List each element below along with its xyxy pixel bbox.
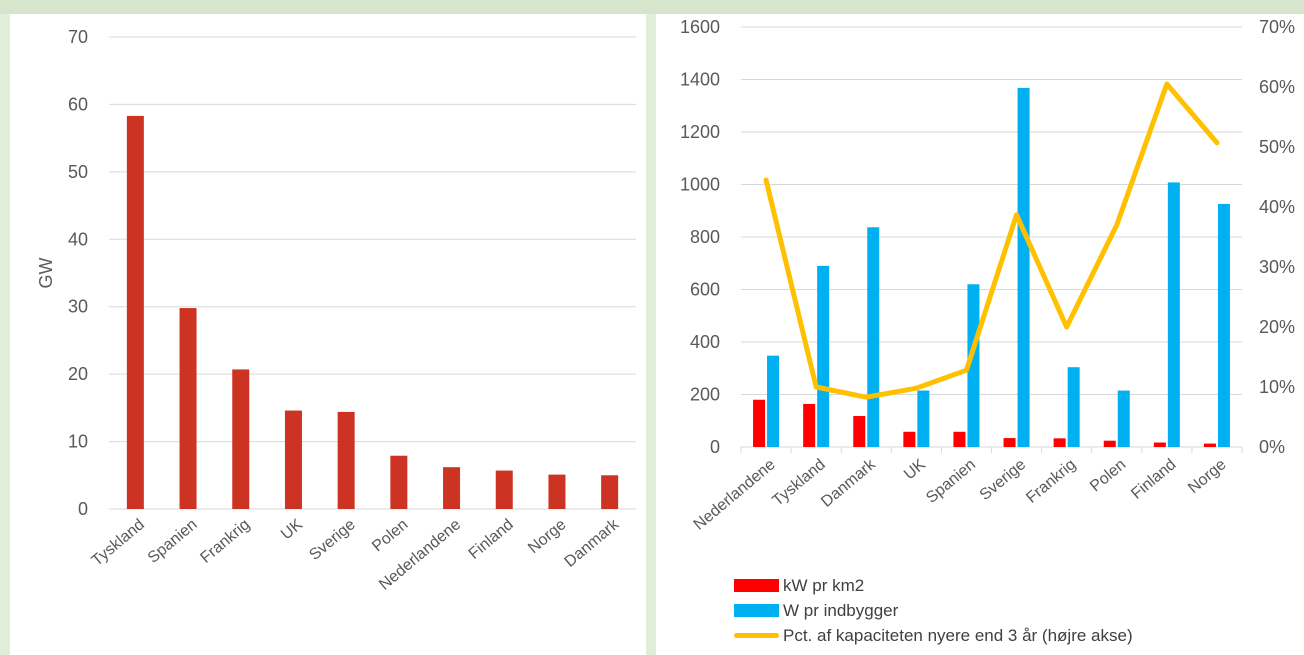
bar [601,475,619,509]
legend-label-w: W pr indbygger [783,600,899,620]
bar [179,308,197,509]
left-chart-panel: 0 10 20 30 40 50 60 70 GW Tyskland Spanien Frankrig… [10,14,646,655]
y-tick-label: 0 [710,437,720,457]
bar [390,455,408,509]
x-tick-label: Norge [525,516,569,557]
bar-kw [1153,442,1166,447]
y-tick-label: 70 [68,27,88,47]
x-tick-label: UK [278,516,306,544]
y-tick-label: 200 [690,385,720,405]
y-tick-label: 1000 [680,175,720,195]
x-tick-label: Nederlandene [691,456,779,534]
bar-w [817,265,830,447]
y-tick-label: 20 [68,364,88,384]
y-tick-label: 1600 [680,17,720,37]
y-tick-label: 60 [68,94,88,114]
bar-w [917,390,930,447]
legend-item-kw: kW pr km2 [734,573,1133,598]
bar-kw [753,399,766,447]
right-chart-panel: 0 200 400 600 800 1000 1200 1400 1600 0% 10% 20% 30%… [656,14,1304,655]
y2-tick-label: 70% [1259,17,1295,37]
bar [548,474,566,509]
bar-w [1217,203,1230,447]
bar-kw [803,403,816,447]
y2-tick-label: 60% [1259,77,1295,97]
y-tick-label: 400 [690,332,720,352]
x-tick-label: Sverige [306,516,359,564]
y-tick-label: 50 [68,162,88,182]
x-tick-label: Danmark [818,455,879,510]
bar [337,411,355,509]
legend-item-w: W pr indbygger [734,598,1133,623]
x-tick-label: UK [901,456,929,484]
x-tick-label: Polen [369,516,411,555]
bar [495,470,513,509]
bar-w [867,227,880,447]
bar-kw [1053,438,1066,447]
legend-swatch-w [734,604,779,617]
x-tick-label: Danmark [562,515,623,570]
x-tick-label: Spanien [923,456,979,507]
bar-w [1067,367,1080,447]
x-tick-label: Norge [1185,456,1229,497]
bar-w [1017,87,1030,448]
bar-w [967,284,980,447]
bar [232,369,250,509]
y-tick-label: 40 [68,229,88,249]
pct-line [763,81,1220,400]
bar-w [767,355,780,447]
x-tick-label: Finland [1128,456,1179,503]
bar-kw [903,431,916,447]
y-tick-label: 1400 [680,70,720,90]
bar [126,115,144,510]
legend-swatch-kw [734,579,779,592]
y-tick-label: 600 [690,280,720,300]
top-strip [0,0,1304,14]
x-tick-label: Spanien [145,516,201,567]
legend-item-pct: Pct. af kapaciteten nyere end 3 år (højr… [734,623,1133,648]
bar-kw [1103,440,1116,447]
y2-tick-label: 20% [1259,317,1295,337]
bar-w [1117,390,1130,447]
bar-kw [953,431,966,447]
y-tick-label: 0 [78,499,88,519]
y2-tick-label: 0% [1259,437,1285,457]
y2-tick-label: 10% [1259,377,1295,397]
bar-kw [1003,438,1016,447]
x-tick-label: Polen [1087,456,1129,495]
bar [443,467,461,509]
left-chart-svg: 0 10 20 30 40 50 60 70 GW TysklandSpanienFrankrig… [36,27,636,594]
x-tick-label: Tyskland [89,516,148,570]
right-chart-legend: kW pr km2 W pr indbygger Pct. af kapacit… [734,573,1133,648]
x-tick-label: Finland [466,516,517,563]
bar [284,410,302,509]
x-tick-label: Frankrig [1023,456,1079,507]
right-chart-svg: 0 200 400 600 800 1000 1200 1400 1600 0% 10% 20% 30%… [680,17,1295,534]
legend-label-kw: kW pr km2 [783,575,865,595]
x-tick-label: Sverige [977,456,1030,504]
y2-tick-label: 30% [1259,257,1295,277]
bar-kw [1203,443,1216,447]
bar-kw [853,416,866,447]
y-tick-label: 800 [690,227,720,247]
y2-tick-label: 40% [1259,197,1295,217]
y-axis-label: GW [36,257,56,288]
x-tick-label: Tyskland [769,456,828,510]
y-tick-label: 30 [68,297,88,317]
y-tick-label: 1200 [680,122,720,142]
x-tick-label: Frankrig [197,516,253,567]
legend-swatch-pct [734,633,779,638]
legend-label-pct: Pct. af kapaciteten nyere end 3 år (højr… [783,625,1133,645]
y2-tick-label: 50% [1259,137,1295,157]
y-tick-label: 10 [68,432,88,452]
bar-w [1167,182,1180,447]
